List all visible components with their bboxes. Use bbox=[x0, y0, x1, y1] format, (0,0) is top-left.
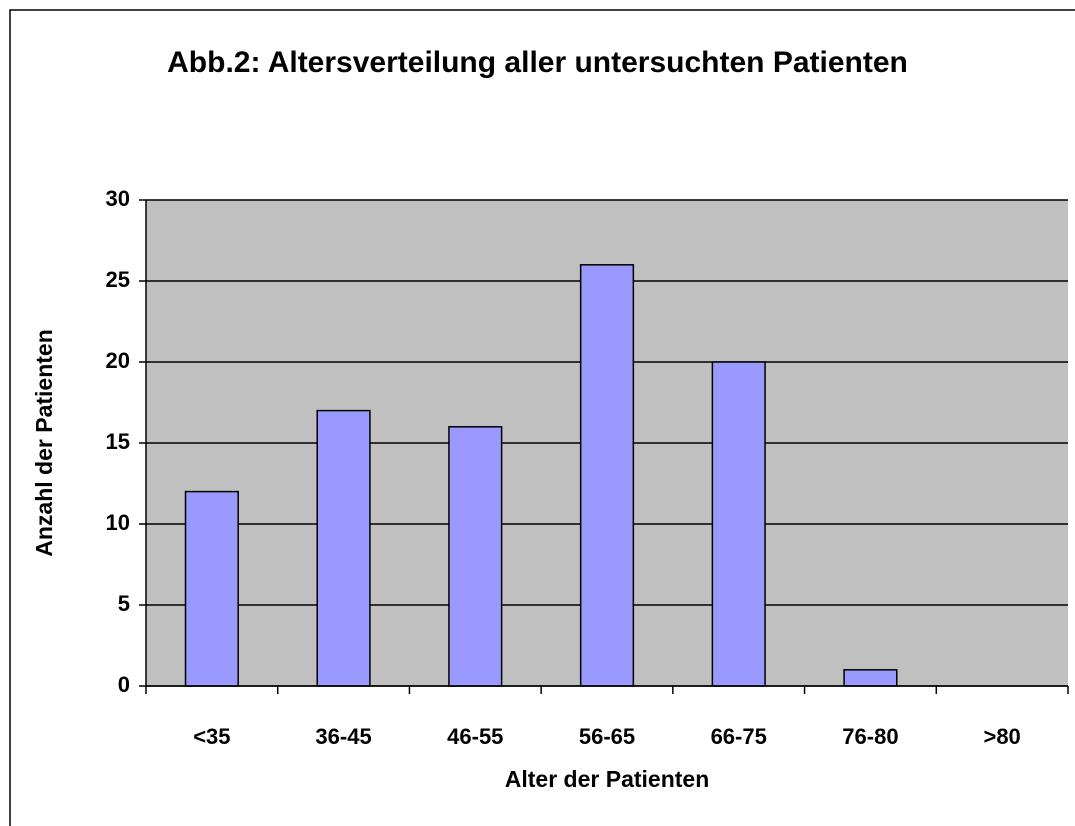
chart-frame bbox=[9, 9, 1075, 826]
bar bbox=[448, 426, 503, 687]
x-tick-label: 66-75 bbox=[711, 724, 767, 749]
chart-title: Abb.2: Altersverteilung aller untersucht… bbox=[167, 46, 908, 79]
bar bbox=[579, 264, 635, 687]
bar bbox=[316, 409, 371, 687]
y-tick-label: 25 bbox=[106, 267, 130, 292]
x-axis-title: Alter der Patienten bbox=[505, 766, 710, 792]
bar bbox=[711, 361, 766, 687]
x-tick-label: 56-65 bbox=[579, 724, 635, 749]
x-tick-label: >80 bbox=[983, 724, 1020, 749]
y-tick-label: 5 bbox=[118, 591, 130, 616]
x-tick-label: 36-45 bbox=[315, 724, 371, 749]
y-tick-label: 15 bbox=[106, 429, 130, 454]
y-tick-label: 20 bbox=[106, 348, 130, 373]
y-tick-label: 10 bbox=[106, 510, 130, 535]
bar bbox=[184, 490, 239, 687]
y-tick-label: 0 bbox=[118, 672, 130, 697]
x-tick-label: <35 bbox=[193, 724, 230, 749]
bar bbox=[843, 669, 898, 687]
y-axis-title: Anzahl der Patienten bbox=[31, 329, 57, 556]
x-tick-label: 46-55 bbox=[447, 724, 503, 749]
x-tick-label: 76-80 bbox=[842, 724, 898, 749]
y-tick-label: 30 bbox=[106, 186, 130, 211]
